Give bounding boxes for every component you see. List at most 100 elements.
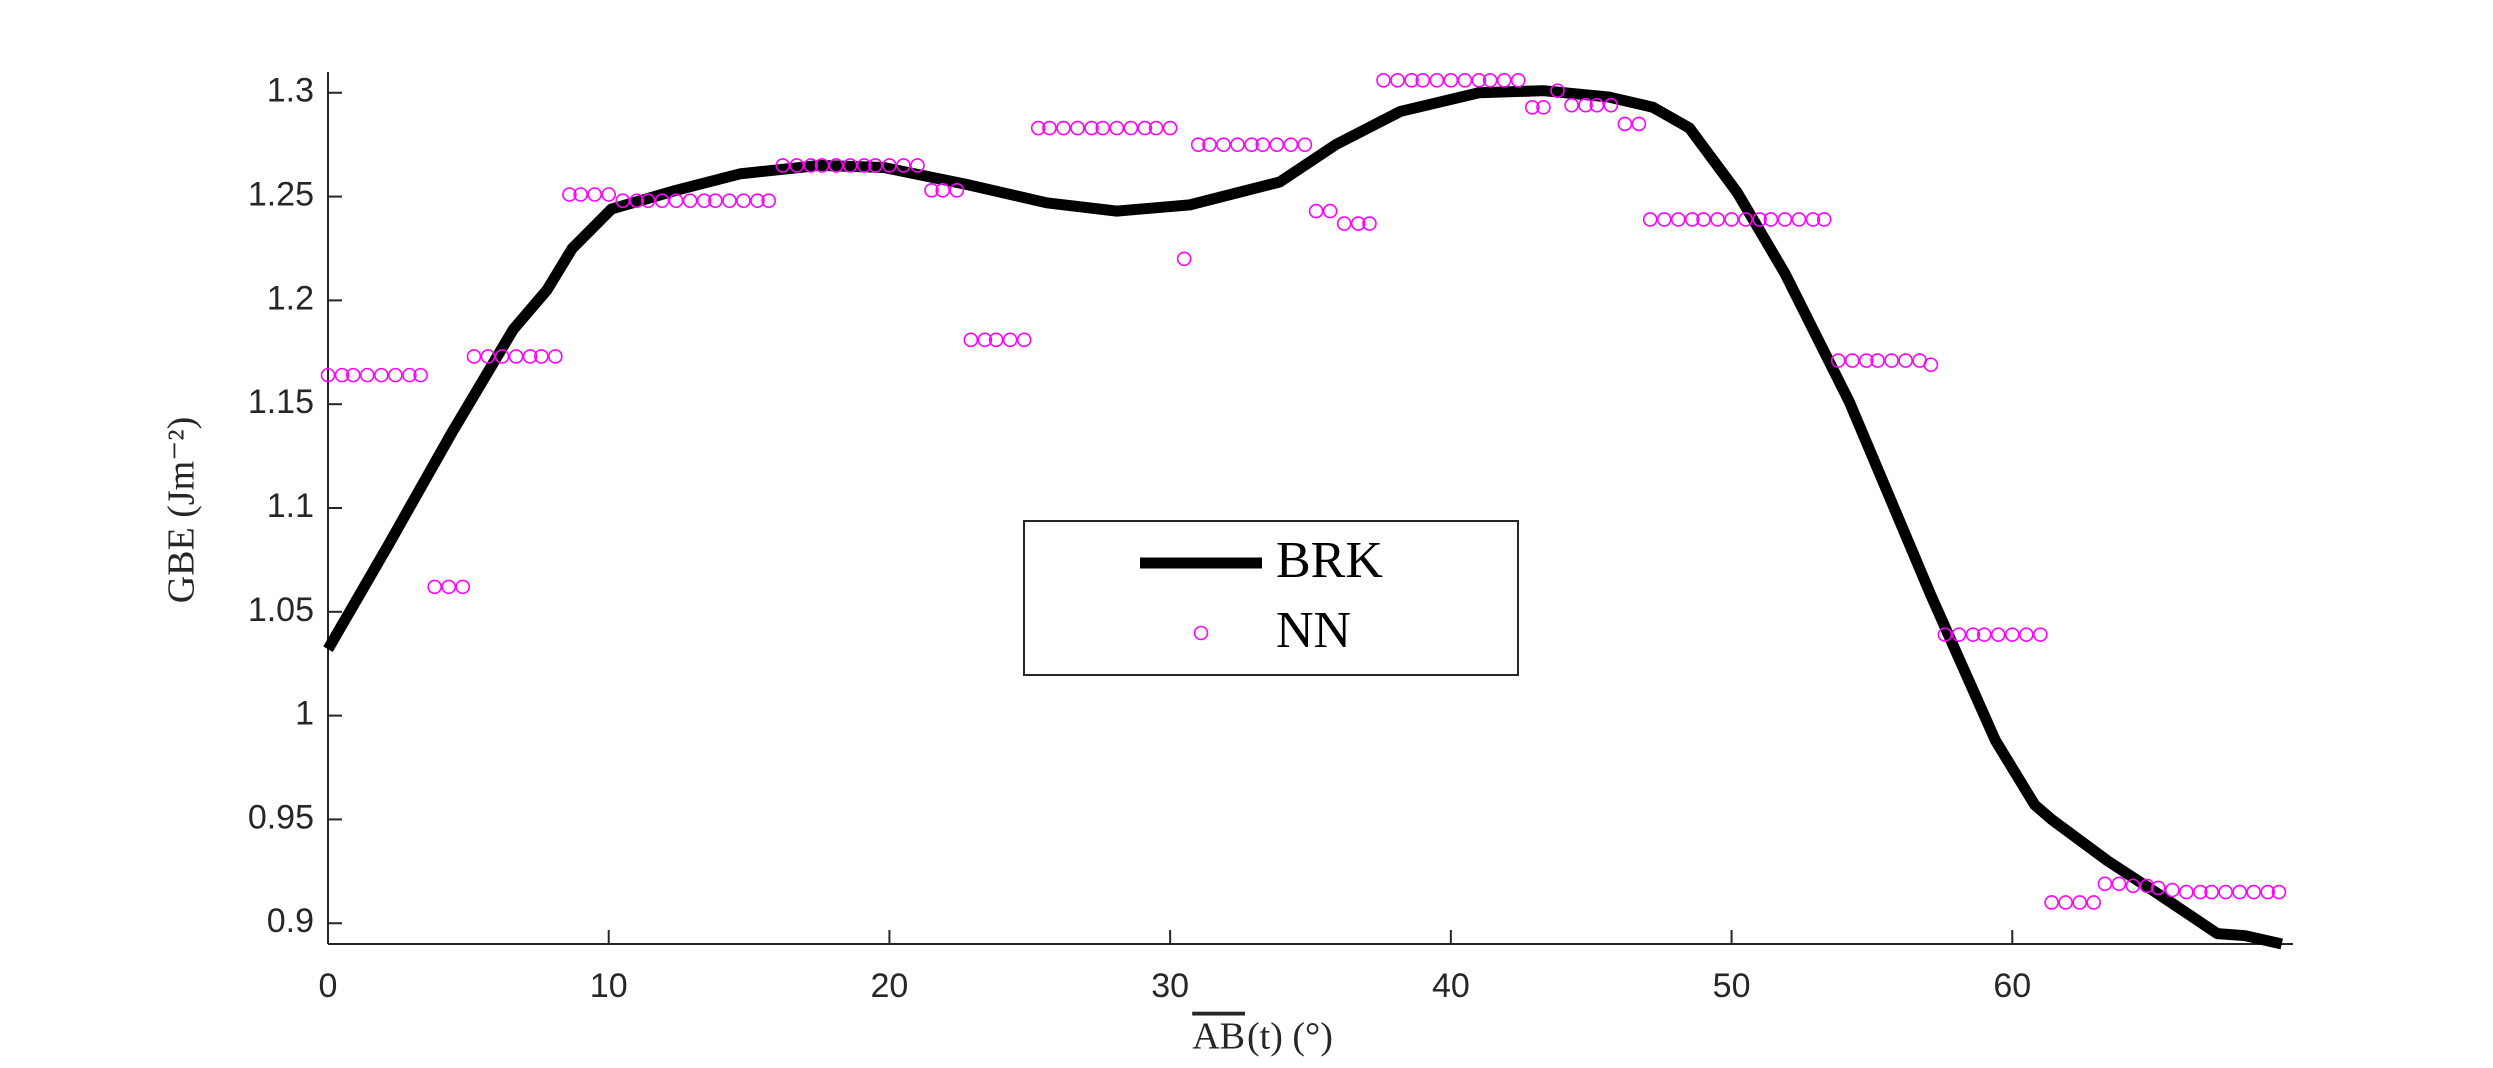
point (1415, 73, 1431, 88)
point (736, 193, 751, 209)
point (1137, 120, 1153, 136)
point (629, 193, 645, 209)
point (1724, 212, 1739, 227)
point (868, 158, 883, 173)
point (1763, 212, 1779, 227)
point (334, 367, 350, 383)
point (1471, 73, 1487, 88)
point (2019, 627, 2034, 642)
line (323, 85, 2283, 950)
point (359, 367, 375, 383)
point (1404, 73, 1419, 88)
point (1269, 137, 1285, 152)
point (682, 193, 698, 209)
point (2193, 884, 2208, 900)
point (640, 193, 656, 209)
point (1457, 73, 1473, 88)
y-tick-label: 1.2 (267, 279, 314, 317)
point (466, 349, 482, 364)
point (789, 158, 805, 173)
point (761, 193, 777, 209)
y-tick-label: 1.1 (267, 487, 314, 525)
point (1550, 83, 1565, 98)
point (708, 193, 723, 209)
point (977, 332, 993, 348)
point (2072, 895, 2087, 910)
point (1617, 116, 1633, 132)
point (988, 332, 1004, 348)
point (1990, 627, 2006, 642)
point (2232, 884, 2247, 900)
point (775, 158, 791, 173)
point (1564, 97, 1579, 113)
point (1176, 251, 1192, 267)
point (1884, 353, 1899, 368)
point (1376, 73, 1391, 88)
point (1244, 137, 1259, 152)
point (1070, 120, 1085, 136)
point (1710, 212, 1725, 227)
point (1084, 120, 1099, 136)
point (1844, 353, 1860, 368)
point (1429, 73, 1445, 88)
point (1482, 73, 1498, 88)
point (668, 193, 684, 209)
y-tick-label: 0.95 (248, 798, 314, 836)
point (1937, 627, 1953, 642)
point (2097, 876, 2113, 892)
point (856, 158, 872, 173)
y-tick-label: 0.9 (267, 902, 314, 940)
point (1109, 120, 1125, 136)
point (1016, 332, 1032, 348)
point (522, 349, 538, 364)
point (1603, 97, 1619, 113)
point (1336, 216, 1352, 231)
point (601, 187, 617, 202)
point (2271, 884, 2287, 900)
point (534, 349, 549, 364)
point (1308, 203, 1324, 219)
y-axis-label: GBE (Jm⁻²) (161, 417, 203, 604)
point (814, 158, 830, 173)
point (1830, 353, 1846, 368)
point (1777, 212, 1793, 227)
point (587, 187, 602, 202)
x-tick-label: 30 (1151, 967, 1189, 1005)
point (1805, 212, 1821, 227)
point (1443, 73, 1459, 88)
point (1578, 97, 1593, 113)
point (1791, 212, 1807, 227)
point (1322, 203, 1338, 219)
point (320, 367, 336, 383)
point (1656, 212, 1672, 227)
point (1297, 137, 1313, 152)
point (374, 367, 389, 383)
point (924, 183, 939, 198)
point (1148, 120, 1164, 136)
point (1684, 212, 1700, 227)
point (963, 332, 979, 348)
point (1510, 73, 1526, 88)
point (2086, 895, 2101, 910)
point (548, 349, 563, 364)
y-tick-label: 1.05 (248, 591, 314, 629)
x-axis-label: (t) (°) (1247, 1016, 1333, 1058)
point (402, 367, 417, 383)
point (1524, 99, 1540, 115)
x-tick-label: 20 (871, 967, 909, 1005)
point (696, 193, 712, 209)
point (1190, 137, 1206, 152)
point (1859, 353, 1874, 368)
point (882, 158, 897, 173)
point (388, 367, 403, 383)
point (2004, 627, 2020, 642)
point (2204, 884, 2219, 900)
point (2058, 895, 2073, 910)
point (1816, 212, 1832, 227)
point (2044, 895, 2059, 910)
point (1056, 120, 1071, 136)
point (1123, 120, 1139, 136)
point (2139, 878, 2155, 894)
point (413, 367, 428, 383)
point (2111, 876, 2127, 892)
